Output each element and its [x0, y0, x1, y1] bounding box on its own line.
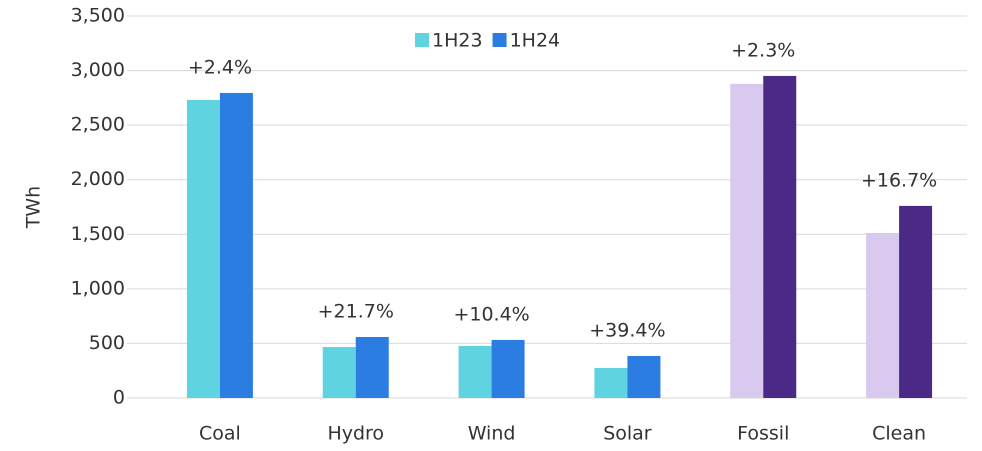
bar [594, 367, 628, 398]
x-tick-label: Hydro [327, 423, 384, 445]
x-tick-label: Solar [603, 423, 652, 445]
data-label: +2.3% [731, 39, 795, 61]
y-tick-label: 0 [113, 387, 125, 409]
y-tick-label: 2,500 [71, 114, 125, 136]
bar [899, 205, 933, 398]
x-tick-label: Wind [468, 423, 516, 445]
data-label: +21.7% [318, 300, 394, 322]
x-tick-label: Clean [872, 423, 926, 445]
y-tick-label: 3,500 [71, 5, 125, 27]
y-tick-label: 2,000 [71, 168, 125, 190]
bar [491, 339, 525, 398]
bar [627, 355, 661, 398]
bar [219, 92, 253, 399]
legend-label: 1H24 [510, 30, 561, 52]
bar [322, 347, 356, 398]
x-tick-label: Fossil [737, 423, 789, 445]
bar [866, 232, 900, 398]
y-tick-label: 1,000 [71, 277, 125, 299]
bar [763, 75, 797, 398]
bar [730, 83, 764, 399]
bar [186, 99, 220, 399]
legend-swatch [492, 33, 507, 47]
data-label: +39.4% [589, 319, 665, 341]
y-tick-label: 3,000 [71, 59, 125, 81]
x-tick-label: Coal [199, 423, 241, 445]
data-label: +10.4% [453, 303, 529, 325]
y-tick-label: 500 [89, 332, 125, 354]
data-label: +2.4% [188, 56, 252, 78]
bar [355, 336, 389, 398]
y-axis-label: TWh [23, 186, 45, 229]
bar [458, 345, 492, 398]
legend-swatch [415, 33, 429, 47]
legend-label: 1H23 [432, 30, 483, 52]
data-label: +16.7% [861, 169, 937, 191]
y-tick-label: 1,500 [71, 223, 125, 245]
